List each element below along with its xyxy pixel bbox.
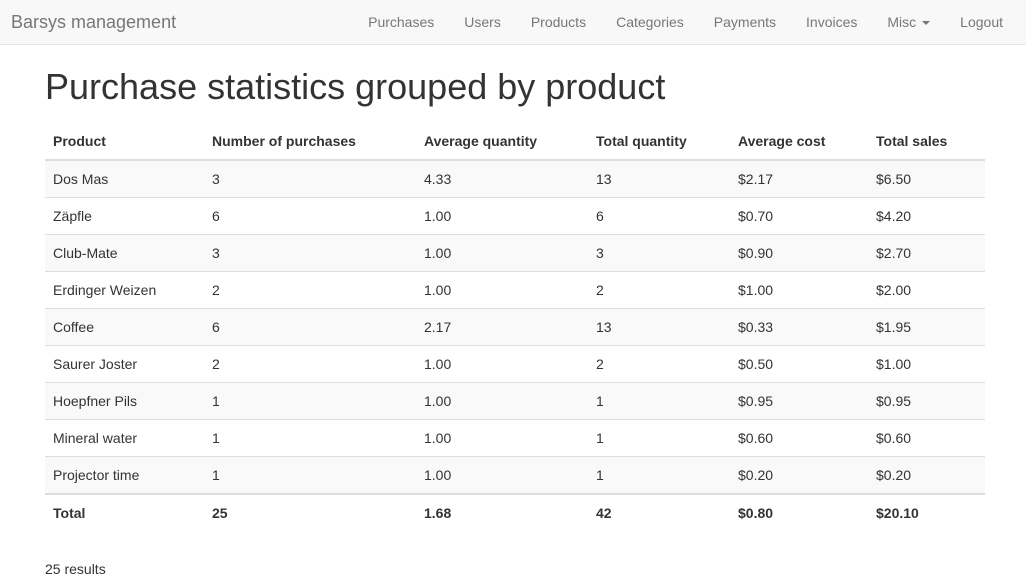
table-row: Projector time 1 1.00 1 $0.20 $0.20 <box>45 456 985 494</box>
nav-item-misc-dropdown[interactable]: Misc <box>872 0 945 45</box>
column-header: Total sales <box>868 122 985 161</box>
table-cell: $0.70 <box>730 197 868 235</box>
table-cell: Total <box>45 493 204 531</box>
table-cell: Erdinger Weizen <box>45 271 204 309</box>
table-cell: 6 <box>204 308 416 346</box>
table-cell: 25 <box>204 493 416 531</box>
table-cell: $0.90 <box>730 234 868 272</box>
nav-item-payments[interactable]: Payments <box>713 14 777 30</box>
table-cell: 6 <box>588 197 730 235</box>
page-title: Purchase statistics grouped by product <box>45 66 666 107</box>
column-header: Number of purchases <box>204 122 416 161</box>
table-cell: 2 <box>588 271 730 309</box>
table-cell: $0.95 <box>730 382 868 420</box>
table-cell: $1.95 <box>868 308 985 346</box>
navbar: Barsys management Purchases Users Produc… <box>0 0 1026 45</box>
table-cell: 13 <box>588 308 730 346</box>
table-cell: $0.60 <box>730 419 868 457</box>
table-cell: Club-Mate <box>45 234 204 272</box>
results-count: 25 results <box>45 561 106 577</box>
table-cell: 3 <box>588 234 730 272</box>
table-header-row: Product Number of purchases Average quan… <box>45 122 985 161</box>
table-cell: Saurer Joster <box>45 345 204 383</box>
table-cell: $2.00 <box>868 271 985 309</box>
table-cell: $1.00 <box>730 271 868 309</box>
table-cell: $2.17 <box>730 159 868 198</box>
table-cell: $0.33 <box>730 308 868 346</box>
column-header: Average quantity <box>416 122 588 161</box>
table-row: Erdinger Weizen 2 1.00 2 $1.00 $2.00 <box>45 271 985 309</box>
table-row: Zäpfle 6 1.00 6 $0.70 $4.20 <box>45 197 985 235</box>
table-cell: 1.00 <box>416 271 588 309</box>
nav-item-users[interactable]: Users <box>464 14 501 30</box>
table-cell: $0.50 <box>730 345 868 383</box>
table-cell: $1.00 <box>868 345 985 383</box>
table-cell: $0.80 <box>730 493 868 531</box>
table-cell: $2.70 <box>868 234 985 272</box>
table-cell: 4.33 <box>416 159 588 198</box>
table-cell: 2.17 <box>416 308 588 346</box>
table-cell: Zäpfle <box>45 197 204 235</box>
table-cell: Projector time <box>45 456 204 494</box>
table-cell: 1.00 <box>416 456 588 494</box>
table-cell: 1.00 <box>416 234 588 272</box>
table-row: Saurer Joster 2 1.00 2 $0.50 $1.00 <box>45 345 985 383</box>
nav-item-invoices[interactable]: Invoices <box>806 14 858 30</box>
table-cell: 13 <box>588 159 730 198</box>
table-cell: 1 <box>204 419 416 457</box>
table-cell: $20.10 <box>868 493 985 531</box>
table-cell: $4.20 <box>868 197 985 235</box>
table-cell: 1.00 <box>416 197 588 235</box>
table-cell: 3 <box>204 234 416 272</box>
table-total-row: Total 25 1.68 42 $0.80 $20.10 <box>45 493 985 531</box>
table-cell: 1 <box>588 419 730 457</box>
table-cell: 3 <box>204 159 416 198</box>
caret-down-icon <box>922 21 931 26</box>
table-cell: 1 <box>204 382 416 420</box>
table-cell: 1.00 <box>416 382 588 420</box>
statistics-table: Product Number of purchases Average quan… <box>45 122 985 531</box>
table-cell: $0.20 <box>868 456 985 494</box>
table-cell: 1.68 <box>416 493 588 531</box>
table-cell: $0.95 <box>868 382 985 420</box>
table-cell: 1.00 <box>416 345 588 383</box>
table-cell: 2 <box>204 345 416 383</box>
table-cell: 1.00 <box>416 419 588 457</box>
main-container: Purchase statistics grouped by product P… <box>45 45 985 579</box>
table-cell: 1 <box>204 456 416 494</box>
table-cell: 2 <box>204 271 416 309</box>
table-cell: $6.50 <box>868 159 985 198</box>
table-row: Mineral water 1 1.00 1 $0.60 $0.60 <box>45 419 985 457</box>
nav-menu: Purchases Users Products Categories Paym… <box>353 0 1018 45</box>
table-row: Dos Mas 3 4.33 13 $2.17 $6.50 <box>45 159 985 198</box>
nav-item-categories[interactable]: Categories <box>616 14 684 30</box>
table-cell: Dos Mas <box>45 159 204 198</box>
table-cell: 1 <box>588 382 730 420</box>
table-cell: Hoepfner Pils <box>45 382 204 420</box>
column-header: Product <box>45 122 204 161</box>
brand-link[interactable]: Barsys management <box>11 12 177 32</box>
nav-item-misc-label: Misc <box>887 14 917 30</box>
nav-item-products[interactable]: Products <box>530 14 587 30</box>
nav-item-logout[interactable]: Logout <box>960 14 1003 30</box>
table-row: Club-Mate 3 1.00 3 $0.90 $2.70 <box>45 234 985 272</box>
table-cell: 6 <box>204 197 416 235</box>
table-cell: Coffee <box>45 308 204 346</box>
table-row: Hoepfner Pils 1 1.00 1 $0.95 $0.95 <box>45 382 985 420</box>
column-header: Total quantity <box>588 122 730 161</box>
table-cell: 42 <box>588 493 730 531</box>
table-cell: $0.20 <box>730 456 868 494</box>
table-cell: 1 <box>588 456 730 494</box>
nav-item-purchases[interactable]: Purchases <box>368 14 435 30</box>
column-header: Average cost <box>730 122 868 161</box>
table-row: Coffee 6 2.17 13 $0.33 $1.95 <box>45 308 985 346</box>
table-cell: $0.60 <box>868 419 985 457</box>
table-cell: 2 <box>588 345 730 383</box>
table-cell: Mineral water <box>45 419 204 457</box>
